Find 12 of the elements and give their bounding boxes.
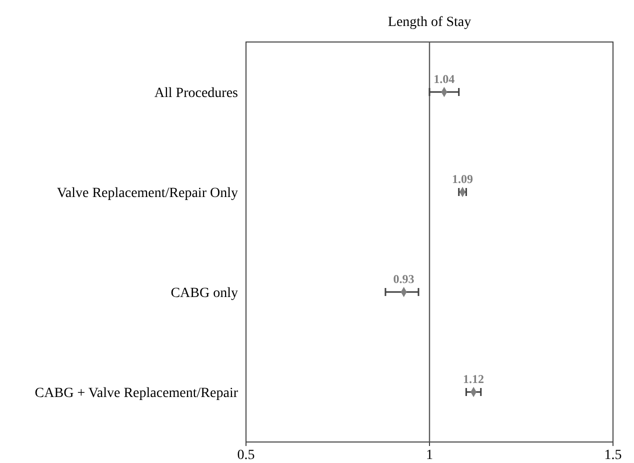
x-tick-label: 1.5 (604, 448, 622, 463)
data-label: 1.12 (463, 372, 484, 386)
y-tick-label: CABG only (170, 286, 238, 301)
data-label: 0.93 (393, 272, 414, 286)
y-tick-label: Valve Replacement/Repair Only (56, 186, 238, 201)
x-tick-label: 1 (426, 448, 433, 463)
chart-title: Length of Stay (388, 15, 472, 30)
y-tick-label: All Procedures (154, 86, 238, 101)
y-tick-label: CABG + Valve Replacement/Repair (34, 386, 238, 401)
data-label: 1.09 (452, 172, 474, 186)
data-label: 1.04 (434, 72, 455, 86)
x-tick-label: 0.5 (237, 448, 255, 463)
